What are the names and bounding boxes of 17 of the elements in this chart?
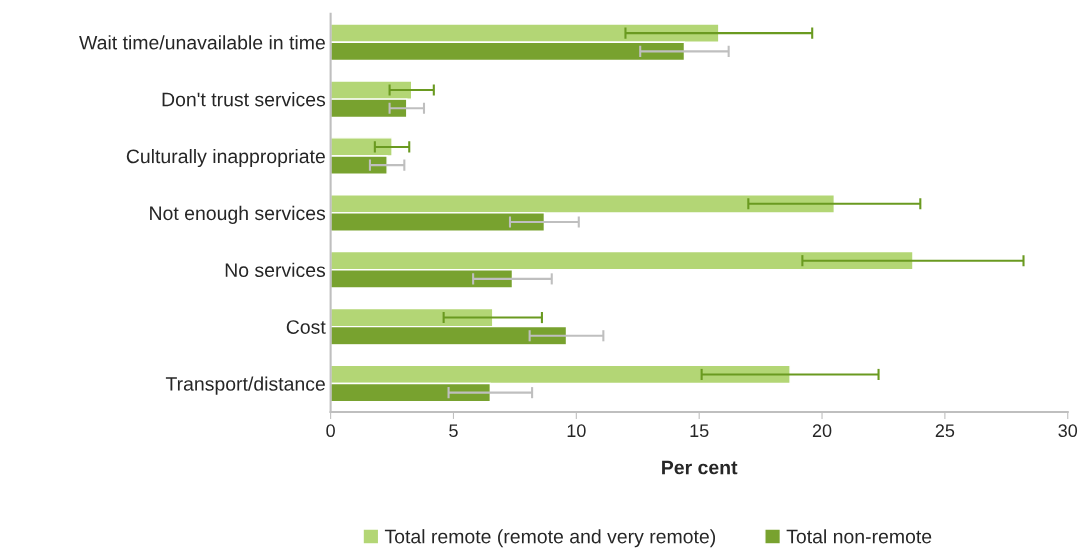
legend-label: Total remote (remote and very remote) xyxy=(384,529,716,548)
y-tick-label: Transport/distance xyxy=(165,376,325,395)
x-tick-label: 5 xyxy=(449,424,458,438)
y-tick-label: Wait time/unavailable in time xyxy=(79,35,325,50)
x-tick-label: 10 xyxy=(567,424,586,438)
x-tick-label: 15 xyxy=(690,424,709,438)
x-tick-label: 25 xyxy=(935,424,955,438)
x-tick-label: 0 xyxy=(326,424,335,438)
x-axis-title: Per cent xyxy=(662,460,738,475)
x-tick-label: 20 xyxy=(812,424,832,438)
x-tick-label: 30 xyxy=(1058,424,1078,438)
y-tick-label: Cost xyxy=(286,320,326,334)
y-tick-label: Don't trust services xyxy=(162,92,326,107)
y-tick-label: Not enough services xyxy=(150,205,326,224)
legend-label: Total non-remote xyxy=(786,529,932,544)
y-tick-label: Culturally inappropriate xyxy=(126,148,325,168)
y-tick-label: No services xyxy=(225,262,326,278)
